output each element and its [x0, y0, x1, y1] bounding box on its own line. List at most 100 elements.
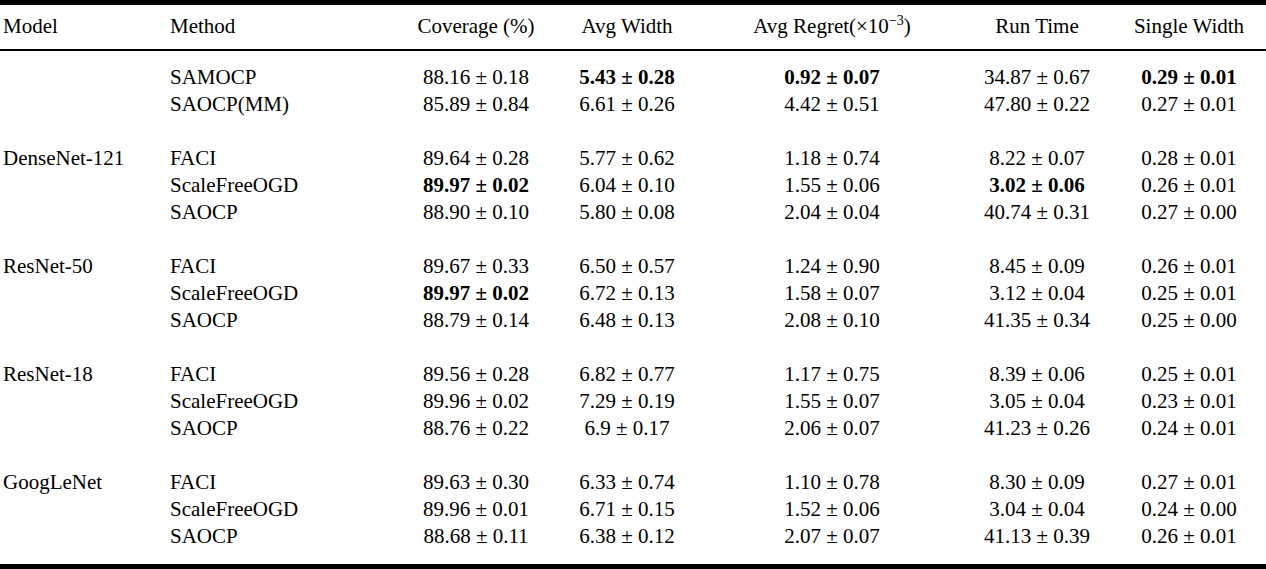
avg-regret-cell: 1.18 ± 0.74: [702, 145, 962, 172]
run-time-cell: 3.04 ± 0.04: [962, 496, 1112, 523]
avg-width-cell: 6.33 ± 0.74: [552, 469, 702, 496]
run-time-cell: 3.05 ± 0.04: [962, 388, 1112, 415]
single-width-cell: 0.24 ± 0.01: [1112, 415, 1266, 442]
table-body: SAMOCP88.16 ± 0.185.43 ± 0.280.92 ± 0.07…: [0, 50, 1266, 567]
avg-width-cell: 5.80 ± 0.08: [552, 199, 702, 226]
group-spacer: [0, 226, 1266, 253]
single-width-cell: 0.25 ± 0.01: [1112, 280, 1266, 307]
results-table: Model Method Coverage (%) Avg Width Avg …: [0, 0, 1266, 569]
col-header-model: Model: [0, 3, 165, 51]
coverage-cell: 89.67 ± 0.33: [400, 253, 552, 280]
group-spacer: [0, 118, 1266, 145]
avg-regret-cell: 2.07 ± 0.07: [702, 523, 962, 567]
avg-regret-cell: 1.55 ± 0.07: [702, 388, 962, 415]
table-row: GoogLeNetFACI89.63 ± 0.306.33 ± 0.741.10…: [0, 469, 1266, 496]
method-cell: SAOCP: [165, 523, 400, 567]
model-cell: GoogLeNet: [0, 469, 165, 496]
run-time-cell: 8.30 ± 0.09: [962, 469, 1112, 496]
run-time-cell: 40.74 ± 0.31: [962, 199, 1112, 226]
coverage-cell: 89.97 ± 0.02: [400, 172, 552, 199]
col-header-avg-width: Avg Width: [552, 3, 702, 51]
single-width-cell: 0.26 ± 0.01: [1112, 253, 1266, 280]
method-cell: FACI: [165, 361, 400, 388]
avg-width-cell: 6.48 ± 0.13: [552, 307, 702, 334]
run-time-cell: 8.39 ± 0.06: [962, 361, 1112, 388]
model-cell: ResNet-18: [0, 361, 165, 388]
model-cell: DenseNet-121: [0, 145, 165, 172]
single-width-cell: 0.26 ± 0.01: [1112, 172, 1266, 199]
col-header-coverage: Coverage (%): [400, 3, 552, 51]
avg-width-cell: 6.71 ± 0.15: [552, 496, 702, 523]
single-width-cell: 0.26 ± 0.01: [1112, 523, 1266, 567]
single-width-cell: 0.23 ± 0.01: [1112, 388, 1266, 415]
model-cell: [0, 91, 165, 118]
avg-regret-exponent: −3: [889, 13, 904, 28]
group-spacer-cell: [0, 442, 1266, 469]
avg-width-cell: 6.82 ± 0.77: [552, 361, 702, 388]
avg-width-cell: 5.77 ± 0.62: [552, 145, 702, 172]
model-cell: [0, 496, 165, 523]
header-row: Model Method Coverage (%) Avg Width Avg …: [0, 3, 1266, 51]
run-time-cell: 8.22 ± 0.07: [962, 145, 1112, 172]
avg-regret-cell: 1.58 ± 0.07: [702, 280, 962, 307]
model-cell: [0, 415, 165, 442]
coverage-cell: 88.68 ± 0.11: [400, 523, 552, 567]
table-row: SAOCP(MM)85.89 ± 0.846.61 ± 0.264.42 ± 0…: [0, 91, 1266, 118]
avg-width-cell: 6.61 ± 0.26: [552, 91, 702, 118]
table-row: ScaleFreeOGD89.96 ± 0.016.71 ± 0.151.52 …: [0, 496, 1266, 523]
avg-regret-cell: 1.55 ± 0.06: [702, 172, 962, 199]
avg-regret-cell: 1.17 ± 0.75: [702, 361, 962, 388]
single-width-cell: 0.27 ± 0.01: [1112, 469, 1266, 496]
single-width-cell: 0.24 ± 0.00: [1112, 496, 1266, 523]
method-cell: ScaleFreeOGD: [165, 388, 400, 415]
group-spacer-cell: [0, 226, 1266, 253]
method-cell: SAOCP: [165, 415, 400, 442]
run-time-cell: 8.45 ± 0.09: [962, 253, 1112, 280]
single-width-cell: 0.28 ± 0.01: [1112, 145, 1266, 172]
method-cell: FACI: [165, 253, 400, 280]
model-cell: [0, 388, 165, 415]
avg-regret-label: Avg Regret(×10: [753, 14, 889, 38]
avg-regret-cell: 1.10 ± 0.78: [702, 469, 962, 496]
method-cell: SAMOCP: [165, 50, 400, 91]
method-cell: ScaleFreeOGD: [165, 280, 400, 307]
run-time-cell: 47.80 ± 0.22: [962, 91, 1112, 118]
model-cell: [0, 172, 165, 199]
col-header-run-time: Run Time: [962, 3, 1112, 51]
group-spacer: [0, 334, 1266, 361]
model-cell: [0, 307, 165, 334]
coverage-cell: 89.56 ± 0.28: [400, 361, 552, 388]
table-row: SAMOCP88.16 ± 0.185.43 ± 0.280.92 ± 0.07…: [0, 50, 1266, 91]
run-time-cell: 41.23 ± 0.26: [962, 415, 1112, 442]
model-cell: [0, 50, 165, 91]
table-row: SAOCP88.90 ± 0.105.80 ± 0.082.04 ± 0.044…: [0, 199, 1266, 226]
group-spacer-cell: [0, 118, 1266, 145]
coverage-cell: 89.64 ± 0.28: [400, 145, 552, 172]
avg-width-cell: 6.04 ± 0.10: [552, 172, 702, 199]
single-width-cell: 0.25 ± 0.01: [1112, 361, 1266, 388]
table-row: SAOCP88.79 ± 0.146.48 ± 0.132.08 ± 0.104…: [0, 307, 1266, 334]
table-header: Model Method Coverage (%) Avg Width Avg …: [0, 3, 1266, 51]
table-row: ResNet-50FACI89.67 ± 0.336.50 ± 0.571.24…: [0, 253, 1266, 280]
avg-width-cell: 7.29 ± 0.19: [552, 388, 702, 415]
avg-regret-cell: 1.52 ± 0.06: [702, 496, 962, 523]
coverage-cell: 88.76 ± 0.22: [400, 415, 552, 442]
paper-results-table-page: Model Method Coverage (%) Avg Width Avg …: [0, 0, 1266, 569]
single-width-cell: 0.27 ± 0.00: [1112, 199, 1266, 226]
single-width-cell: 0.25 ± 0.00: [1112, 307, 1266, 334]
table-row: ScaleFreeOGD89.97 ± 0.026.72 ± 0.131.58 …: [0, 280, 1266, 307]
table-row: ScaleFreeOGD89.97 ± 0.026.04 ± 0.101.55 …: [0, 172, 1266, 199]
coverage-cell: 88.16 ± 0.18: [400, 50, 552, 91]
coverage-cell: 85.89 ± 0.84: [400, 91, 552, 118]
run-time-cell: 34.87 ± 0.67: [962, 50, 1112, 91]
model-cell: [0, 523, 165, 567]
table-row: DenseNet-121FACI89.64 ± 0.285.77 ± 0.621…: [0, 145, 1266, 172]
single-width-cell: 0.27 ± 0.01: [1112, 91, 1266, 118]
group-spacer-cell: [0, 334, 1266, 361]
avg-width-cell: 6.9 ± 0.17: [552, 415, 702, 442]
method-cell: ScaleFreeOGD: [165, 172, 400, 199]
avg-width-cell: 6.50 ± 0.57: [552, 253, 702, 280]
col-header-avg-regret: Avg Regret(×10−3): [702, 3, 962, 51]
avg-regret-cell: 0.92 ± 0.07: [702, 50, 962, 91]
coverage-cell: 89.96 ± 0.01: [400, 496, 552, 523]
